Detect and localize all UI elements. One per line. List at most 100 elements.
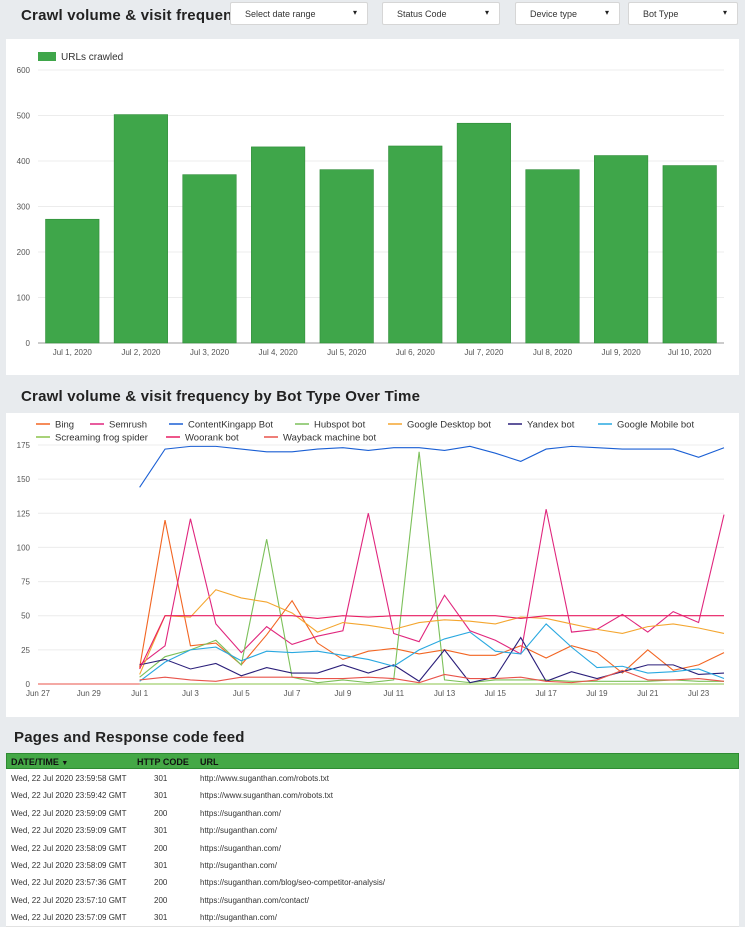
series-line <box>139 589 725 675</box>
date-cell: Wed, 22 Jul 2020 23:57:36 GMT <box>11 878 127 888</box>
bar <box>182 174 237 344</box>
date-cell: Wed, 22 Jul 2020 23:58:09 GMT <box>11 861 127 870</box>
x-tick-label: Jul 4, 2020 <box>259 348 299 357</box>
caret-down-icon: ▾ <box>352 8 357 17</box>
date-cell: Wed, 22 Jul 2020 23:59:09 GMT <box>11 826 127 836</box>
y-tick-label: 175 <box>17 441 31 450</box>
table-row[interactable]: Wed, 22 Jul 2020 23:58:09 GMT 301 http://s… <box>6 856 739 875</box>
bar <box>113 114 168 344</box>
url-cell: http://www.suganthan.com/robots.txt <box>200 774 329 783</box>
date-cell: Wed, 22 Jul 2020 23:59:09 GMT <box>11 808 127 818</box>
bar <box>594 155 649 344</box>
caret-down-icon: ▾ <box>722 8 727 17</box>
x-tick-label: Jul 9, 2020 <box>602 348 642 357</box>
date-cell: Wed, 22 Jul 2020 23:59:42 GMT <box>11 791 127 801</box>
bar <box>456 122 511 344</box>
url-cell: http://suganthan.com/ <box>200 826 277 836</box>
bar <box>525 169 580 344</box>
date-cell: Wed, 22 Jul 2020 23:58:09 GMT <box>11 843 127 853</box>
series-line <box>139 615 724 670</box>
table-row[interactable]: Wed, 22 Jul 2020 23:59:09 GMT 200 https://… <box>6 803 739 823</box>
x-tick-label: Jul 19 <box>586 689 608 698</box>
legend-label: Screaming frog spider <box>55 433 148 444</box>
code-cell: 200 <box>154 895 168 905</box>
url-cell: https://suganthan.com/contact/ <box>200 895 309 905</box>
legend-label: Google Desktop bot <box>407 420 491 431</box>
status-code-label: Status Code <box>397 9 447 19</box>
date-range-dropdown[interactable]: Select date range ▾ <box>230 2 368 25</box>
x-tick-label: Jul 23 <box>688 689 710 698</box>
x-tick-label: Jul 13 <box>434 689 456 698</box>
table-row[interactable]: Wed, 22 Jul 2020 23:57:36 GMT 200 https://… <box>6 873 739 893</box>
x-tick-label: Jul 8, 2020 <box>533 348 573 357</box>
table-row[interactable]: Wed, 22 Jul 2020 23:59:58 GMT 301 http://w… <box>6 769 739 788</box>
legend-label: Woorank bot <box>185 433 239 444</box>
x-tick-label: Jul 1 <box>131 689 148 698</box>
url-cell: http://suganthan.com/ <box>200 861 277 870</box>
legend-label: ContentKingapp Bot <box>188 420 273 431</box>
status-code-dropdown[interactable]: Status Code ▾ <box>382 2 500 25</box>
code-cell: 301 <box>154 861 168 870</box>
y-tick-label: 150 <box>17 475 31 484</box>
bar-chart: 0 100 200 300 400 500 600 Jul 1, 2020 Jul 2, 202… <box>17 52 724 357</box>
bar <box>388 145 443 344</box>
code-cell: 200 <box>154 878 168 888</box>
series-line <box>139 509 725 666</box>
url-cell: https://suganthan.com/ <box>200 808 281 818</box>
table-row[interactable]: Wed, 22 Jul 2020 23:57:10 GMT 200 https://… <box>6 890 739 910</box>
table-row[interactable]: Wed, 22 Jul 2020 23:57:09 GMT 301 http://s… <box>6 908 739 927</box>
series-line <box>139 669 725 684</box>
table-row[interactable]: Wed, 22 Jul 2020 23:58:09 GMT 200 https://… <box>6 838 739 858</box>
y-tick-label: 400 <box>17 157 31 166</box>
bot-type-label: Bot Type <box>643 9 679 19</box>
x-tick-label: Jun 27 <box>26 689 51 698</box>
legend-label: Hubspot bot <box>314 420 366 431</box>
y-tick-label: 100 <box>17 543 31 552</box>
url-cell: https://www.suganthan.com/robots.txt <box>200 791 333 801</box>
series-line <box>139 636 725 684</box>
x-tick-label: Jul 1, 2020 <box>53 348 93 357</box>
x-tick-label: Jul 17 <box>535 689 557 698</box>
bar <box>319 169 374 344</box>
y-tick-label: 600 <box>17 66 31 75</box>
line-chart-card: 0 25 50 75 100 125 150 175 Jun 27 Jun 29 Jul 1 Jul … <box>6 413 739 717</box>
series-line <box>139 451 724 684</box>
series-line <box>139 623 725 682</box>
legend-label: URLs crawled <box>61 52 123 63</box>
x-tick-label: Jul 10, 2020 <box>668 348 712 357</box>
x-tick-label: Jun 29 <box>77 689 102 698</box>
x-tick-label: Jul 21 <box>637 689 659 698</box>
y-tick-label: 0 <box>26 339 31 348</box>
y-tick-label: 100 <box>17 294 31 303</box>
bot-chart-title: Crawl volume & visit frequency by Bot Ty… <box>21 388 421 405</box>
bot-type-dropdown[interactable]: Bot Type ▾ <box>628 2 738 25</box>
date-column-header[interactable]: DATE/TIME ▼ <box>11 757 69 767</box>
bar <box>662 165 717 344</box>
bar <box>45 218 100 344</box>
table-row[interactable]: Wed, 22 Jul 2020 23:59:42 GMT 301 https://… <box>6 786 739 806</box>
caret-down-icon: ▾ <box>484 8 489 17</box>
x-tick-label: Jul 15 <box>485 689 507 698</box>
y-tick-label: 300 <box>17 203 31 212</box>
legend-label: Semrush <box>109 420 147 431</box>
url-cell: http://suganthan.com/ <box>200 913 277 923</box>
legend-label: Wayback machine bot <box>283 433 376 444</box>
line-chart: 0 25 50 75 100 125 150 175 Jun 27 Jun 29 Jul 1 Jul … <box>17 420 725 698</box>
device-type-label: Device type <box>530 9 578 19</box>
date-cell: Wed, 22 Jul 2020 23:59:58 GMT <box>11 774 127 783</box>
y-tick-label: 25 <box>21 646 30 655</box>
x-tick-label: Jul 5 <box>233 689 250 698</box>
code-cell: 301 <box>154 826 168 836</box>
code-cell: 200 <box>154 843 168 853</box>
device-type-dropdown[interactable]: Device type ▾ <box>515 2 620 25</box>
code-cell: 301 <box>154 774 168 783</box>
y-tick-label: 0 <box>26 680 31 689</box>
x-tick-label: Jul 3 <box>182 689 199 698</box>
y-tick-label: 200 <box>17 248 31 257</box>
table-header: DATE/TIME ▼ HTTP CODE URL <box>6 753 739 769</box>
feed-title: Pages and Response code feed <box>14 729 245 746</box>
table-row[interactable]: Wed, 22 Jul 2020 23:59:09 GMT 301 http://s… <box>6 821 739 841</box>
x-tick-label: Jul 2, 2020 <box>121 348 161 357</box>
x-tick-label: Jul 3, 2020 <box>190 348 230 357</box>
bar-chart-card: 0 100 200 300 400 500 600 Jul 1, 2020 Jul 2, 202… <box>6 39 739 375</box>
